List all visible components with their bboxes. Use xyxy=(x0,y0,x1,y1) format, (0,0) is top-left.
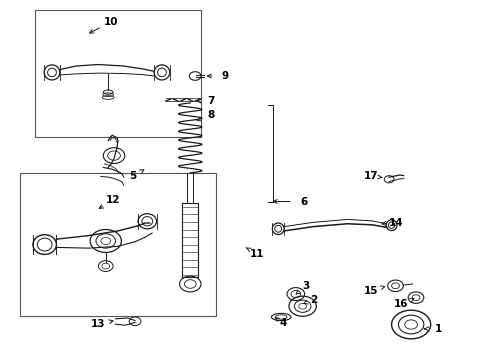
Text: 5: 5 xyxy=(129,171,136,181)
Text: 1: 1 xyxy=(434,324,441,334)
Text: 11: 11 xyxy=(250,248,265,258)
Text: 15: 15 xyxy=(364,286,378,296)
Text: 4: 4 xyxy=(279,319,287,328)
Bar xyxy=(20,173,216,316)
Text: 14: 14 xyxy=(389,218,404,228)
Text: 17: 17 xyxy=(364,171,378,181)
Text: 2: 2 xyxy=(310,295,317,305)
Text: 3: 3 xyxy=(302,281,310,291)
Bar xyxy=(35,10,201,137)
Text: 8: 8 xyxy=(207,111,215,121)
Text: 9: 9 xyxy=(222,71,229,81)
Text: 12: 12 xyxy=(106,195,121,205)
Text: 16: 16 xyxy=(394,299,409,309)
Text: 7: 7 xyxy=(207,96,215,106)
Text: 6: 6 xyxy=(300,197,307,207)
Text: 10: 10 xyxy=(103,17,118,27)
Text: 13: 13 xyxy=(91,319,106,329)
